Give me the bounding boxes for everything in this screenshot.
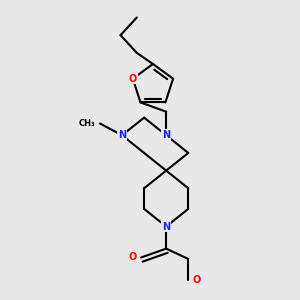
Text: N: N	[162, 222, 170, 232]
Text: N: N	[162, 130, 170, 140]
Text: O: O	[193, 274, 201, 285]
Text: CH₃: CH₃	[79, 119, 95, 128]
Text: O: O	[129, 74, 137, 84]
Text: N: N	[118, 130, 126, 140]
Text: O: O	[128, 253, 137, 262]
